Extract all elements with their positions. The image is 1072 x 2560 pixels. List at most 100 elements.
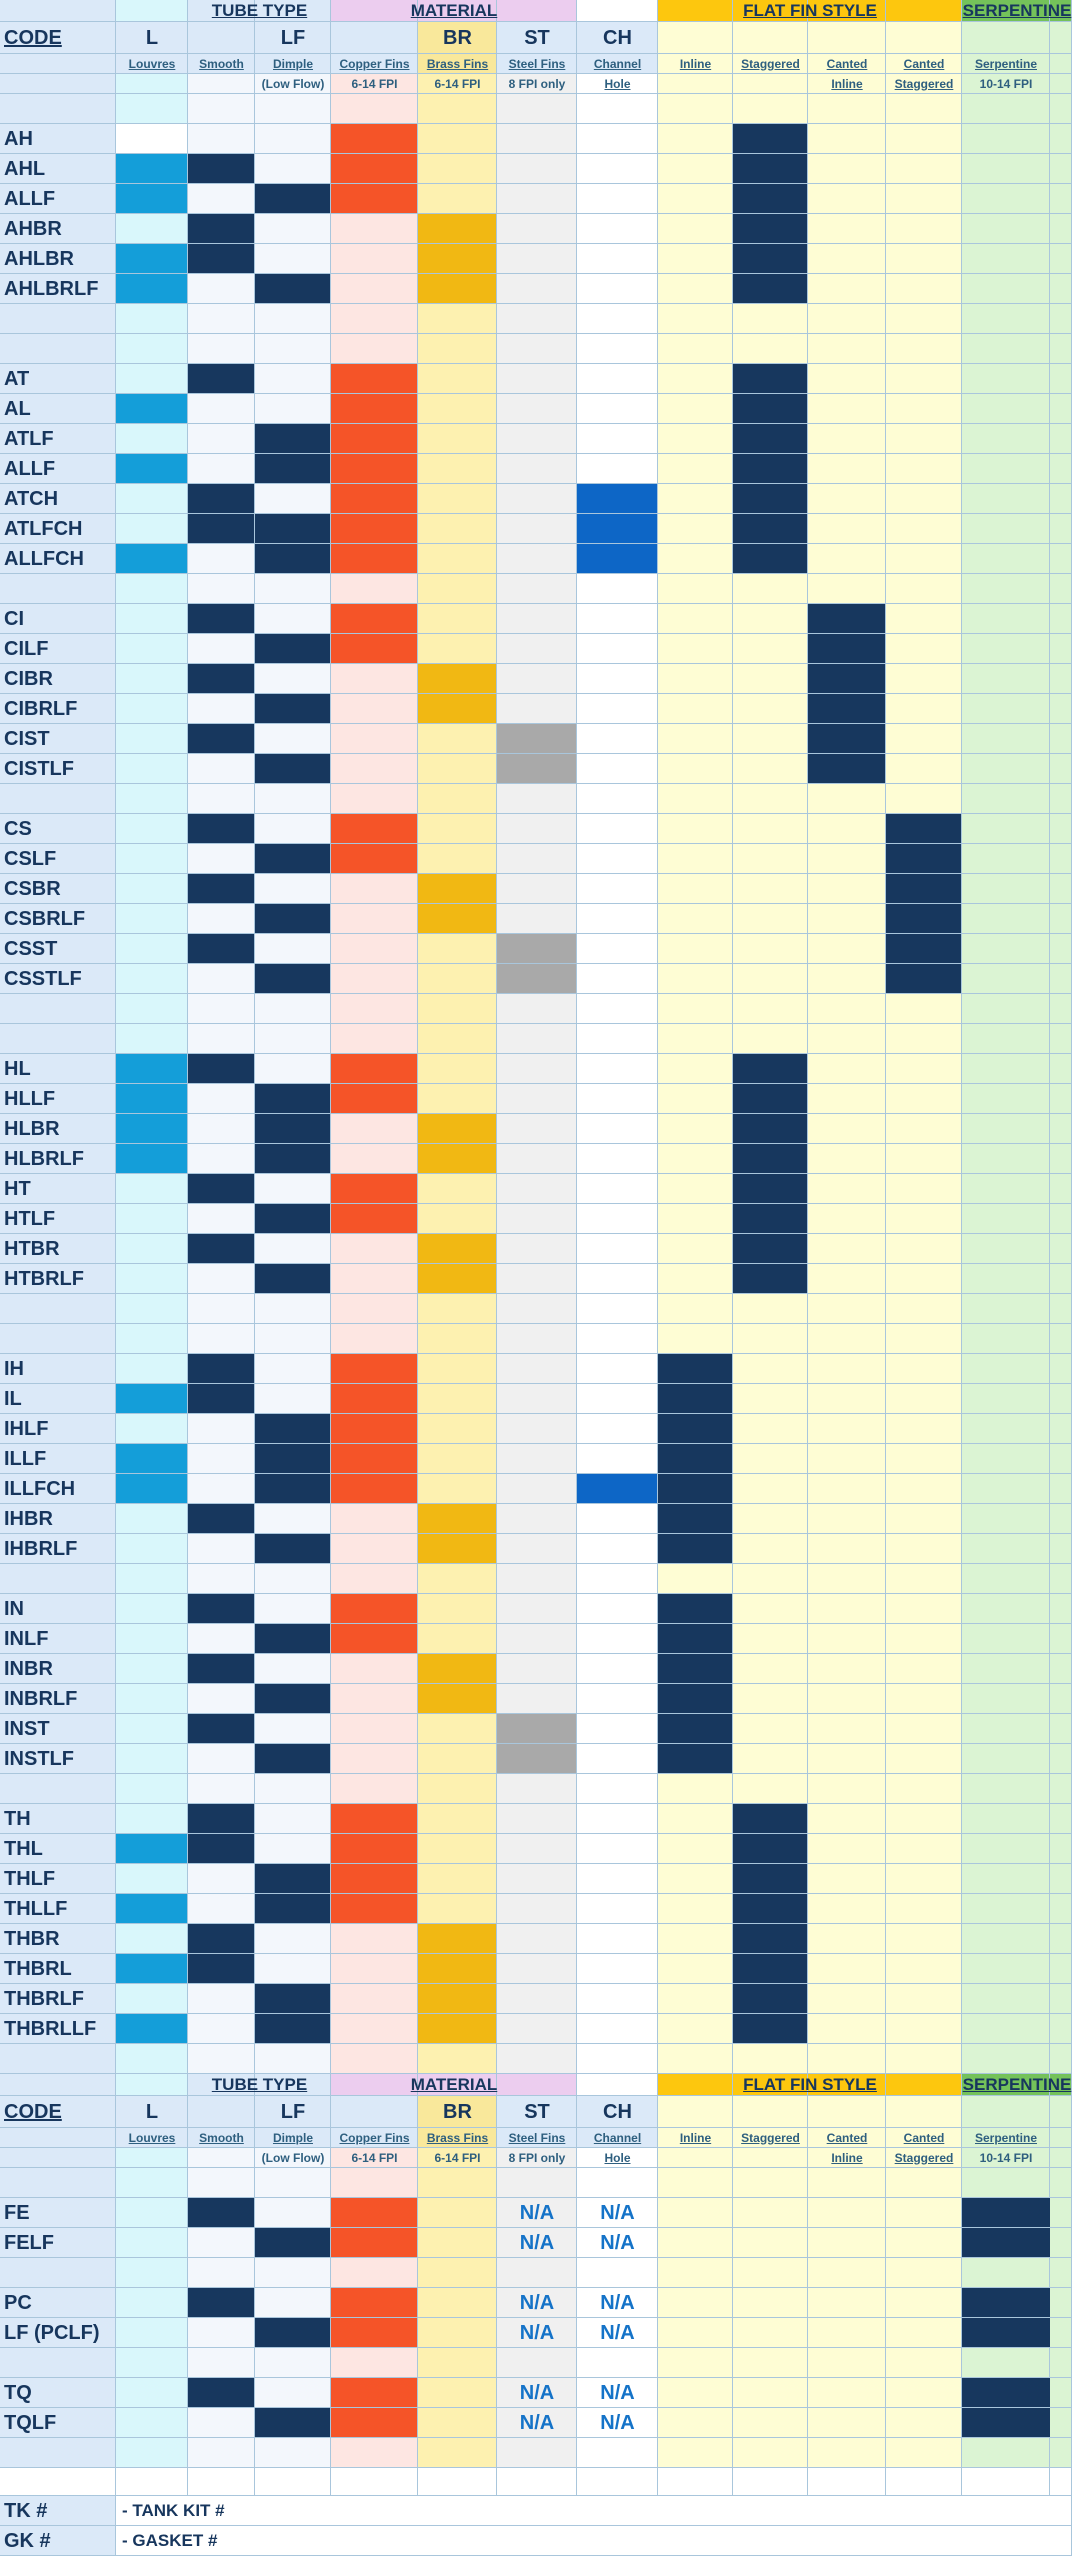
- header-abbr-cell: [331, 22, 418, 54]
- matrix-cell: [188, 124, 255, 154]
- matrix-cell: [808, 2348, 886, 2378]
- matrix-cell: [658, 1024, 733, 1054]
- matrix-cell: [331, 1384, 418, 1414]
- matrix-cell: [497, 154, 577, 184]
- matrix-cell: [331, 2438, 418, 2468]
- matrix-cell: [577, 934, 658, 964]
- matrix-cell: [577, 1654, 658, 1684]
- code-cell: [0, 2288, 116, 2318]
- matrix-cell: [577, 274, 658, 304]
- header-abbr-cell: [255, 22, 331, 54]
- matrix-cell: [1050, 2168, 1072, 2198]
- matrix-cell: [886, 214, 962, 244]
- matrix-cell: [331, 2318, 418, 2348]
- matrix-cell: [188, 154, 255, 184]
- matrix-cell: [577, 1924, 658, 1954]
- matrix-cell: [418, 1054, 497, 1084]
- matrix-cell: [577, 574, 658, 604]
- header-group-cell: [116, 2074, 188, 2096]
- matrix-cell: [1050, 1234, 1072, 1264]
- header-sub-cell: [886, 2148, 962, 2168]
- matrix-cell: [255, 1414, 331, 1444]
- matrix-cell: [1050, 934, 1072, 964]
- matrix-cell: [733, 694, 808, 724]
- code-cell: [0, 1294, 116, 1324]
- header-abbr-cell: [577, 2096, 658, 2128]
- column-subheading: 10-14 FPI: [979, 77, 1033, 91]
- matrix-cell: [1050, 2378, 1072, 2408]
- matrix-cell: [886, 1774, 962, 1804]
- row-code: HL: [4, 1057, 31, 1080]
- header-sub-cell: [497, 54, 577, 74]
- header-group-cell: [497, 2074, 577, 2096]
- matrix-cell: [116, 1294, 188, 1324]
- code-cell: [0, 2496, 116, 2526]
- matrix-cell: [658, 394, 733, 424]
- matrix-cell: [331, 1264, 418, 1294]
- column-abbreviation: ST: [524, 2100, 550, 2123]
- matrix-cell: [497, 1684, 577, 1714]
- header-group-cell: [733, 0, 808, 22]
- code-cell: [0, 2526, 116, 2556]
- matrix-cell: [733, 2318, 808, 2348]
- matrix-cell: [577, 1684, 658, 1714]
- matrix-cell: [886, 1654, 962, 1684]
- code-cell: [0, 1654, 116, 1684]
- matrix-cell: [577, 1234, 658, 1264]
- matrix-cell: [962, 2014, 1050, 2044]
- matrix-cell: [886, 994, 962, 1024]
- matrix-cell: [962, 1534, 1050, 1564]
- matrix-cell: [497, 1774, 577, 1804]
- matrix-cell: [1050, 484, 1072, 514]
- matrix-cell: [658, 244, 733, 274]
- matrix-cell: [962, 604, 1050, 634]
- matrix-cell: [808, 1864, 886, 1894]
- matrix-cell: [255, 2318, 331, 2348]
- matrix-cell: [418, 1954, 497, 1984]
- code-cell: [0, 1324, 116, 1354]
- matrix-cell: [733, 154, 808, 184]
- matrix-cell: [188, 2378, 255, 2408]
- matrix-cell: [577, 814, 658, 844]
- code-cell: [0, 844, 116, 874]
- row-code: CI: [4, 607, 24, 630]
- column-subheading: Dimple: [272, 2131, 313, 2145]
- header-sub-cell: [497, 74, 577, 94]
- na-marker: N/A: [600, 2201, 635, 2224]
- matrix-cell: [497, 1234, 577, 1264]
- matrix-cell: [497, 694, 577, 724]
- matrix-cell: [331, 1354, 418, 1384]
- matrix-cell: [808, 274, 886, 304]
- matrix-cell: [658, 1864, 733, 1894]
- matrix-cell: [255, 94, 331, 124]
- matrix-cell: [418, 1624, 497, 1654]
- code-cell: [0, 1444, 116, 1474]
- matrix-cell: [497, 994, 577, 1024]
- matrix-cell: [577, 454, 658, 484]
- matrix-cell: [116, 1894, 188, 1924]
- matrix-cell: [658, 1054, 733, 1084]
- code-cell: [0, 1084, 116, 1114]
- matrix-cell: [658, 604, 733, 634]
- matrix-cell: [808, 574, 886, 604]
- matrix-cell: [418, 1414, 497, 1444]
- code-cell: [0, 544, 116, 574]
- matrix-cell: [331, 454, 418, 484]
- matrix-cell: [962, 1414, 1050, 1444]
- code-cell: [0, 1204, 116, 1234]
- matrix-cell: [255, 244, 331, 274]
- matrix-cell: [331, 1774, 418, 1804]
- matrix-cell: [188, 1384, 255, 1414]
- column-subheading: (Low Flow): [261, 77, 325, 91]
- matrix-cell: [497, 1144, 577, 1174]
- matrix-cell: [808, 304, 886, 334]
- matrix-cell: [418, 214, 497, 244]
- matrix-cell: [808, 94, 886, 124]
- header-abbr-cell: [188, 22, 255, 54]
- header-abbr-cell: [577, 22, 658, 54]
- matrix-cell: [577, 994, 658, 1024]
- matrix-cell: [1050, 694, 1072, 724]
- column-abbreviation: CH: [603, 26, 632, 49]
- header-sub-cell: [808, 74, 886, 94]
- matrix-cell: [497, 1894, 577, 1924]
